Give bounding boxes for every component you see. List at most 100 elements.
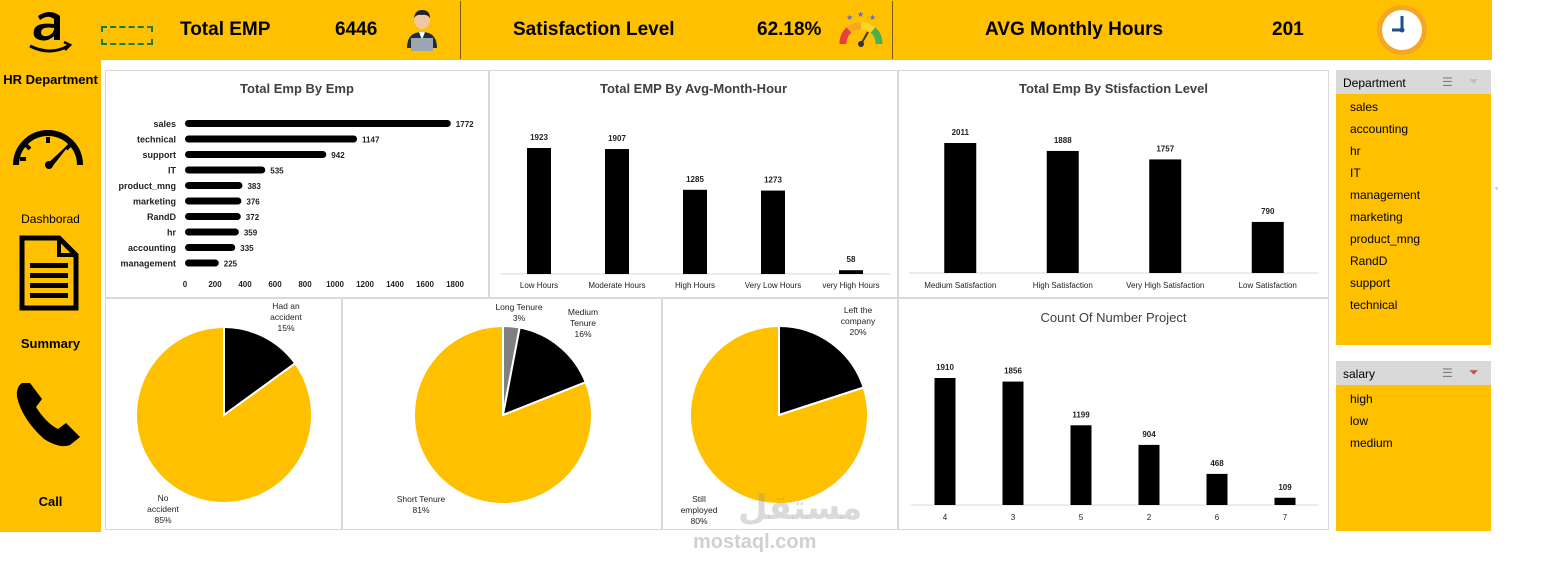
department-slicer-item[interactable]: IT: [1350, 166, 1361, 180]
resize-handle-icon[interactable]: ◦: [1495, 183, 1499, 193]
data-label: 2011: [952, 128, 970, 137]
bar: [1149, 159, 1182, 273]
tick-label: 5: [1079, 513, 1084, 522]
clear-filter-icon[interactable]: ⏷: [1469, 74, 1479, 88]
tick-label: RandD: [147, 212, 177, 222]
bar: [1138, 444, 1160, 505]
bar: [1251, 221, 1284, 273]
pie-slice: [689, 324, 869, 505]
department-slicer-item[interactable]: management: [1350, 188, 1421, 202]
bar: [185, 120, 451, 127]
tick-label: 1800: [446, 280, 464, 289]
data-label: 109: [1278, 483, 1292, 492]
svg-text:★: ★: [869, 13, 876, 22]
department-slicer-item[interactable]: support: [1350, 276, 1391, 290]
multi-select-icon[interactable]: ☰: [1442, 366, 1453, 380]
clear-filter-icon[interactable]: ⏷: [1469, 365, 1479, 379]
bar: [185, 135, 358, 143]
clock-icon: [1377, 5, 1427, 55]
tick-label: sales: [153, 119, 176, 129]
salary-slicer[interactable]: salary ☰ ⏷ high low medium: [1336, 361, 1491, 531]
selected-cell[interactable]: [101, 26, 153, 45]
employee-icon: [407, 10, 437, 51]
satisfaction-label: Satisfaction Level: [513, 19, 675, 40]
column-chart: 2011 Medium Satisfaction 1888 High Satisfac…: [909, 128, 1319, 290]
tick-label: 1400: [386, 280, 404, 289]
department-slicer-item[interactable]: RandD: [1350, 254, 1388, 268]
bar: [185, 151, 327, 158]
column-chart: 1910 4 1856 3 1199 5 904 2 468 6 109 7: [911, 363, 1319, 522]
chart-title: Count Of Number Project: [1040, 310, 1187, 325]
bar: [1206, 473, 1228, 505]
sidebar-title: HR Department: [3, 72, 98, 87]
bar: [944, 143, 977, 273]
salary-slicer-item[interactable]: medium: [1350, 436, 1393, 450]
data-label: 790: [1261, 207, 1275, 216]
data-label: 1285: [686, 175, 704, 184]
pie-slice: [778, 324, 865, 417]
department-slicer[interactable]: Department ☰ ⏷ sales accounting hr IT manage…: [1336, 70, 1491, 345]
total-emp-label: Total EMP: [180, 19, 271, 40]
chart-title: Total EMP By Avg-Month-Hour: [599, 81, 788, 96]
tick-label: 7: [1283, 513, 1288, 522]
data-label: 1923: [530, 133, 548, 142]
tick-label: 200: [208, 280, 222, 289]
phone-icon[interactable]: [14, 377, 86, 449]
hbar-chart: sales 1772 technical 1147 support 942 IT 535 pro…: [119, 119, 475, 289]
department-slicer-item[interactable]: product_mng: [1350, 232, 1421, 246]
department-slicer-item[interactable]: marketing: [1350, 210, 1403, 224]
chart-panel-avg-month-hour: Total EMP By Avg-Month-Hour 1923 Low Hour…: [489, 70, 898, 298]
bar: [185, 166, 266, 174]
bar: [839, 270, 863, 274]
tick-label: Medium Satisfaction: [924, 281, 996, 290]
department-slicer-item[interactable]: accounting: [1350, 122, 1409, 136]
tick-label: technical: [137, 135, 176, 145]
watermark-url: mostaql.com: [693, 531, 817, 553]
tick-label: 4: [943, 513, 948, 522]
nav-dashboard[interactable]: Dashborad: [21, 212, 80, 226]
bar: [1046, 150, 1079, 273]
watermark-brand: مستقل: [738, 488, 863, 528]
amazon-logo-icon: [29, 12, 73, 53]
document-icon[interactable]: [19, 235, 79, 311]
slice-label: Still employed 80%: [681, 494, 718, 526]
chart-title: Total Emp By Emp: [240, 81, 354, 96]
slicer-header-label: Department: [1343, 76, 1406, 90]
tick-label: Very Low Hours: [745, 281, 801, 290]
tick-label: accounting: [128, 243, 176, 253]
pie-chart: Left the company 20% Still employed 80%: [681, 305, 876, 526]
speedometer-icon[interactable]: [12, 127, 84, 169]
department-slicer-item[interactable]: sales: [1350, 100, 1379, 114]
tick-label: 6: [1215, 513, 1220, 522]
tick-label: 800: [298, 280, 312, 289]
satisfaction-value: 62.18%: [757, 19, 822, 40]
tick-label: very High Hours: [822, 281, 879, 290]
data-label: 225: [224, 260, 238, 269]
salary-slicer-item[interactable]: high: [1350, 392, 1373, 406]
data-label: 58: [847, 255, 856, 264]
bar: [1070, 425, 1092, 505]
bar: [1274, 497, 1296, 505]
tick-label: support: [143, 150, 177, 160]
department-slicer-item[interactable]: hr: [1350, 144, 1361, 158]
bar: [185, 244, 236, 251]
salary-slicer-item[interactable]: low: [1350, 414, 1369, 428]
column-chart: 1923 Low Hours 1907 Moderate Hours 1285 High …: [500, 133, 890, 290]
bar: [185, 213, 241, 220]
tick-label: hr: [167, 228, 176, 238]
chart-panel-satisfaction-level: Total Emp By Stisfaction Level 2011 Mediu…: [898, 70, 1329, 298]
bar: [185, 182, 243, 189]
data-label: 1907: [608, 134, 626, 143]
data-label: 1273: [764, 176, 782, 185]
slice-label: Left the company 20%: [841, 305, 876, 337]
bar: [605, 149, 629, 274]
department-slicer-item[interactable]: technical: [1350, 298, 1398, 312]
bar: [185, 197, 242, 205]
nav-call[interactable]: Call: [38, 494, 63, 509]
nav-summary[interactable]: Summary: [20, 336, 81, 351]
tick-label: marketing: [133, 197, 176, 207]
data-label: 372: [246, 213, 260, 222]
pie-chart: Long Tenure 3% Medium Tenure 16% Short Tenure…: [397, 302, 598, 515]
multi-select-icon[interactable]: ☰: [1442, 75, 1453, 89]
tick-label: Moderate Hours: [588, 281, 645, 290]
